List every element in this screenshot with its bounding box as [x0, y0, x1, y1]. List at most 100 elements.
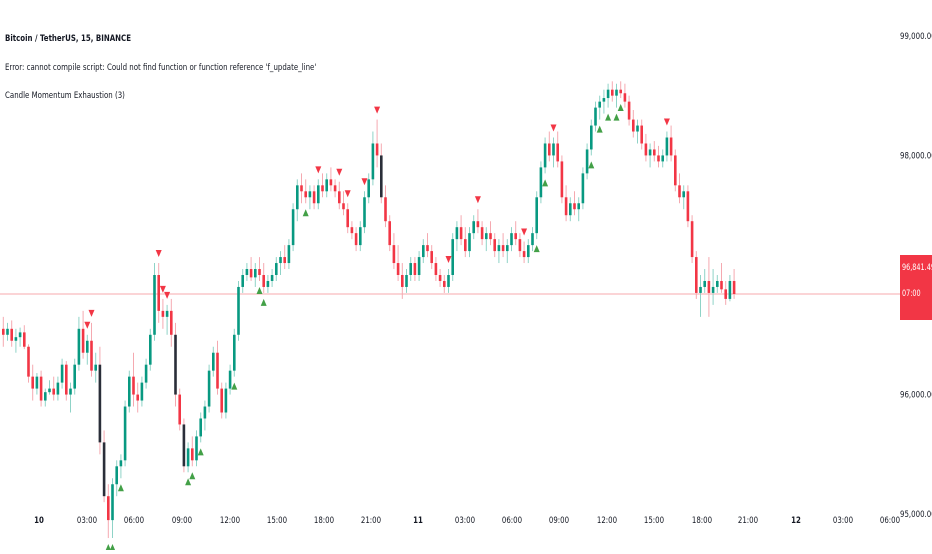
candle [396, 245, 400, 281]
candle [279, 251, 282, 275]
candle-body [90, 340, 93, 371]
candle [510, 227, 513, 252]
candle-body [707, 280, 711, 293]
candle-body [233, 334, 236, 371]
candle [329, 167, 333, 192]
candle-body [619, 89, 622, 94]
candle-body [283, 257, 286, 264]
candle-body [489, 233, 492, 240]
candle-body [266, 280, 270, 287]
candle-body [199, 418, 202, 437]
exhaustion-down-marker [374, 106, 381, 114]
candle-body [279, 257, 282, 264]
candle [241, 269, 244, 293]
exhaustion-down-marker [84, 321, 91, 329]
candle-body [140, 382, 144, 401]
candle [94, 352, 97, 383]
candle [119, 454, 123, 479]
candle-body [426, 245, 429, 252]
candle [682, 185, 685, 210]
candle-body [220, 388, 223, 413]
candle [426, 233, 429, 258]
candle [111, 478, 114, 539]
candle-body [254, 269, 257, 278]
candle [506, 239, 509, 264]
y-tick-label: 96,000.00 [900, 390, 932, 400]
candle-body [632, 119, 635, 132]
candle-body [69, 388, 72, 395]
candle-body [510, 233, 513, 246]
candle-body [321, 185, 324, 192]
candle [123, 400, 127, 467]
candle [31, 364, 34, 401]
candle-body [485, 233, 488, 240]
candle-body [396, 263, 400, 275]
candle [644, 133, 648, 162]
candle [291, 203, 295, 252]
candle-body [98, 364, 102, 443]
candle-body [237, 286, 240, 335]
candle-body [60, 364, 64, 383]
candle [543, 137, 547, 174]
candle-body [329, 179, 333, 186]
candle [52, 376, 55, 401]
indicator-label[interactable]: Candle Momentum Exhaustion (3) [5, 91, 125, 101]
candle [6, 322, 9, 341]
candle-body [304, 191, 307, 198]
candle [149, 328, 152, 371]
exhaustion-down-marker [361, 178, 368, 186]
x-tick-label: 18:00 [692, 515, 712, 525]
candle-body [506, 245, 509, 252]
candle-body [438, 275, 442, 281]
candle-body [564, 197, 568, 216]
candle [674, 149, 677, 192]
exhaustion-up-marker [256, 286, 263, 294]
candle [73, 358, 76, 395]
candle [451, 233, 454, 281]
candle-body [136, 394, 139, 401]
candle [191, 436, 194, 467]
candle [480, 221, 484, 246]
candle [317, 179, 320, 210]
candle-body [119, 460, 123, 467]
candle [627, 95, 631, 126]
candle [270, 269, 274, 287]
candle [144, 358, 148, 389]
candle-body [716, 280, 719, 287]
candle-body [665, 137, 669, 156]
candle-body [371, 143, 375, 180]
candle [728, 275, 732, 302]
candle [165, 304, 169, 335]
candle [170, 298, 173, 347]
candle [308, 185, 312, 210]
candle-body [115, 466, 118, 485]
candle-body [77, 328, 81, 365]
candle-body [203, 406, 207, 419]
candle-body [333, 185, 337, 192]
candle-body [623, 93, 627, 102]
candle-body [6, 328, 9, 335]
candle [371, 131, 375, 186]
candle [86, 334, 89, 365]
candle [552, 137, 555, 168]
candle-body [111, 484, 114, 521]
candle [233, 328, 236, 377]
x-tick-label: 12:00 [220, 515, 240, 525]
candle-body [174, 334, 177, 395]
exhaustion-up-marker [588, 161, 595, 169]
candle [564, 185, 568, 222]
candle [695, 251, 698, 299]
candle-body [611, 89, 614, 96]
candle-body [186, 448, 190, 467]
candle-body [44, 392, 47, 401]
exhaustion-up-marker [117, 484, 124, 492]
candle-body [573, 203, 576, 210]
exhaustion-down-marker [164, 291, 171, 299]
candle [615, 83, 618, 108]
candle [606, 83, 610, 108]
candle [464, 227, 467, 258]
x-tick-label: 15:00 [644, 515, 664, 525]
candle-body [380, 155, 383, 198]
